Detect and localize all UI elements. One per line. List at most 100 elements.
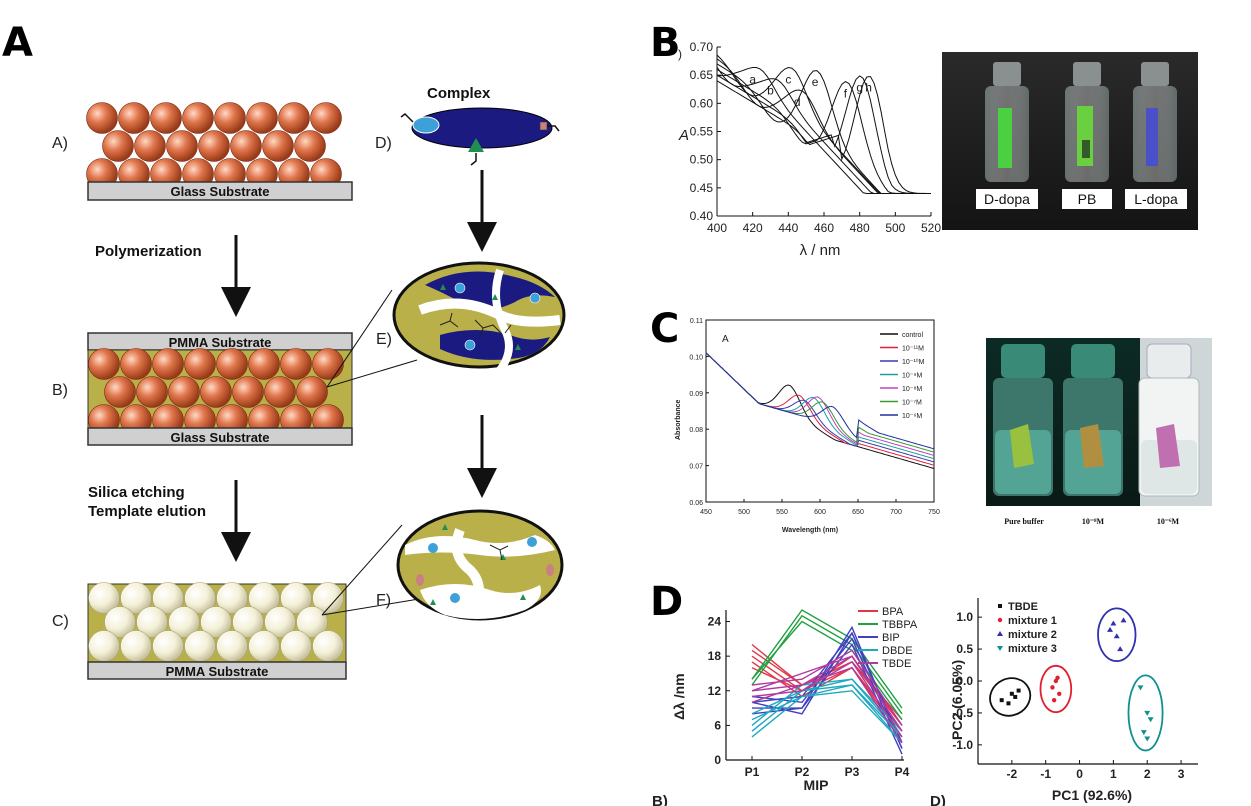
peak-label: g bbox=[856, 81, 863, 95]
sphere bbox=[88, 348, 120, 380]
empty-pore bbox=[136, 606, 168, 638]
legend-label: 10⁻¹¹M bbox=[902, 346, 924, 353]
data-point bbox=[1120, 617, 1127, 623]
chart-c-xlabel: Wavelength (nm) bbox=[782, 527, 838, 534]
data-point bbox=[1057, 691, 1062, 696]
sphere bbox=[168, 376, 200, 408]
x-tick-label: 520 bbox=[921, 221, 941, 235]
x-tick-label: P3 bbox=[845, 765, 860, 779]
empty-pore bbox=[88, 582, 120, 614]
peak-label: c bbox=[785, 72, 791, 86]
x-tick-label: P2 bbox=[795, 765, 810, 779]
y-tick-label: 6 bbox=[714, 718, 721, 732]
data-point bbox=[1113, 633, 1120, 639]
chart-c-legend: control 10⁻¹¹M 10⁻¹⁰M 10⁻⁹M 10⁻⁸M 10⁻⁷M 10⁻⁶M bbox=[880, 332, 925, 420]
data-point bbox=[1147, 717, 1154, 723]
vinyl-group-icon bbox=[400, 113, 414, 123]
cluster-ellipse bbox=[989, 677, 1032, 717]
peak-label: e bbox=[812, 75, 819, 89]
series-line-0 bbox=[705, 352, 935, 469]
empty-pore bbox=[184, 630, 216, 662]
x-tick-label: 750 bbox=[928, 509, 940, 516]
spectrum-line bbox=[716, 75, 931, 194]
series-line-DBDE bbox=[751, 684, 903, 744]
peak-label: h bbox=[865, 81, 872, 95]
vial-1 bbox=[985, 62, 1029, 182]
series-line-DBDE bbox=[751, 678, 903, 738]
polymerization-label: Polymerization bbox=[95, 243, 202, 260]
zoom-ellipse-e bbox=[392, 261, 566, 373]
monomer-green-1 bbox=[468, 138, 484, 152]
series-line-TBDE bbox=[751, 666, 903, 744]
pmma-substrate-label-c: PMMA Substrate bbox=[166, 664, 269, 679]
empty-pore bbox=[216, 582, 248, 614]
empty-pore bbox=[200, 606, 232, 638]
cluster-ellipse bbox=[1127, 674, 1164, 752]
x-tick-label: 2 bbox=[1144, 767, 1151, 781]
cut-label-left: B) bbox=[652, 793, 668, 806]
legend-label: TBBPA bbox=[882, 619, 918, 631]
empty-pore bbox=[168, 606, 200, 638]
empty-pore bbox=[312, 630, 344, 662]
empty-pores-c bbox=[88, 582, 344, 662]
zoom-ellipse-f bbox=[396, 509, 564, 621]
x-tick-label: 500 bbox=[885, 221, 905, 235]
peak-label: f bbox=[844, 86, 848, 100]
peak-label: b bbox=[767, 84, 774, 98]
vial-2 bbox=[1065, 62, 1109, 182]
glass-substrate-b bbox=[87, 427, 353, 446]
legend-label: 10⁻⁹M bbox=[902, 373, 922, 380]
colloidal-crystal-on-glass bbox=[86, 102, 342, 190]
etching-label-1: Silica etching bbox=[88, 484, 185, 501]
sphere bbox=[278, 102, 310, 134]
step-label-c: C) bbox=[52, 613, 69, 630]
sphere bbox=[246, 102, 278, 134]
sphere bbox=[312, 348, 344, 380]
monomer-pink-1 bbox=[539, 121, 548, 131]
pmma-substrate-c bbox=[87, 661, 347, 680]
series-line-TBBPA bbox=[751, 609, 903, 709]
data-point bbox=[1110, 620, 1117, 626]
glass-substrate-a bbox=[87, 181, 353, 201]
sphere bbox=[182, 102, 214, 134]
y-tick-label: 0.06 bbox=[689, 500, 703, 507]
corner-mark-c: A bbox=[722, 334, 729, 345]
vials-photo-b: D-dopa PB L-dopa bbox=[942, 52, 1198, 230]
zoom-line bbox=[326, 289, 393, 388]
chart-d1-ylabel: Δλ /nm bbox=[671, 673, 687, 720]
x-tick-label: 700 bbox=[890, 509, 902, 516]
monomer-blue-1 bbox=[412, 116, 440, 134]
sphere bbox=[104, 376, 136, 408]
x-tick-label: 480 bbox=[850, 221, 870, 235]
x-tick-label: 600 bbox=[814, 509, 826, 516]
step-label-e: E) bbox=[376, 331, 392, 348]
photo-label-c-1: Pure buffer bbox=[1004, 517, 1044, 526]
series-line-5 bbox=[705, 352, 935, 453]
y-tick-label: -1.0 bbox=[952, 738, 973, 752]
data-point bbox=[1140, 730, 1147, 736]
series-line-TBDE bbox=[751, 655, 903, 732]
legend-marker bbox=[997, 631, 1003, 636]
data-point bbox=[1144, 710, 1151, 716]
pmma-substrate-label-b: PMMA Substrate bbox=[169, 335, 272, 350]
vial-c-1 bbox=[993, 344, 1053, 496]
y-tick-label: 0.55 bbox=[690, 125, 714, 139]
y-tick-label: 12 bbox=[708, 684, 722, 698]
vinyl-group-icon bbox=[547, 125, 560, 132]
sphere bbox=[296, 376, 328, 408]
sphere bbox=[150, 102, 182, 134]
sphere bbox=[262, 130, 294, 162]
x-tick-label: 1 bbox=[1110, 767, 1117, 781]
vial-c-3 bbox=[1138, 343, 1200, 497]
step-label-f: F) bbox=[376, 592, 391, 609]
y-tick-label: 0.45 bbox=[690, 181, 714, 195]
x-tick-label: 400 bbox=[707, 221, 727, 235]
plot-frame bbox=[705, 319, 935, 503]
zoom-line bbox=[321, 597, 426, 616]
x-tick-label: 500 bbox=[738, 509, 750, 516]
vial-3 bbox=[1133, 62, 1177, 182]
chart-d2-legend: TBDE mixture 1 mixture 2 mixture 3 bbox=[997, 601, 1057, 655]
